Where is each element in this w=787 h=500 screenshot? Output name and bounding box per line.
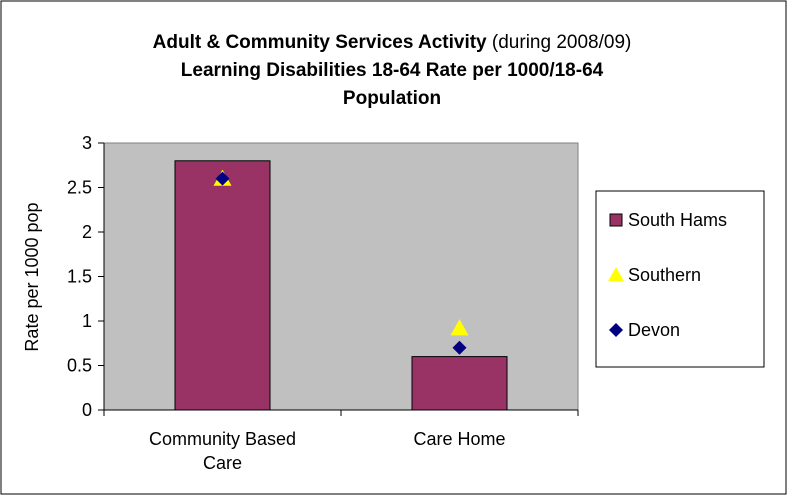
y-tick-label: 2.5 bbox=[67, 178, 92, 198]
legend-swatch-square bbox=[609, 213, 623, 227]
chart-title-period: (during 2008/09) bbox=[487, 32, 632, 53]
axes: 0 0.5 1 1.5 2 2.5 3 Community Based Care Care Hom… bbox=[67, 133, 579, 473]
chart-marks bbox=[174, 160, 508, 411]
legend-entry-label: Devon bbox=[628, 320, 680, 340]
y-tick-label: 2 bbox=[82, 222, 92, 242]
y-tick-label: 1 bbox=[82, 311, 92, 331]
legend-entry-label: Southern bbox=[628, 265, 701, 285]
legend: South Hams Southern Devon bbox=[608, 210, 727, 340]
bar bbox=[411, 356, 508, 411]
x-category-label-line: Care Home bbox=[413, 429, 505, 449]
point-triangle bbox=[450, 319, 469, 336]
y-tick-label: 3 bbox=[82, 133, 92, 153]
x-category-label: Community Based Care bbox=[149, 429, 296, 473]
x-category-label-line: Community Based bbox=[149, 429, 296, 449]
chart-title-line2: Learning Disabilities 18-64 Rate per 100… bbox=[181, 60, 604, 81]
point-diamond bbox=[452, 340, 467, 355]
x-category-label: Care Home bbox=[413, 429, 505, 449]
x-category-label-line: Care bbox=[203, 453, 242, 473]
legend-swatch-triangle bbox=[608, 267, 624, 282]
y-tick-label: 0 bbox=[82, 400, 92, 420]
y-tick-label: 0.5 bbox=[67, 356, 92, 376]
y-axis-label: Rate per 1000 pop bbox=[22, 202, 42, 351]
chart-title-line1: Adult & Community Services Activity (dur… bbox=[153, 32, 632, 53]
legend-swatch-diamond bbox=[609, 323, 623, 337]
legend-entry-label: South Hams bbox=[628, 210, 727, 230]
legend-box bbox=[595, 190, 765, 368]
chart-title-line3: Population bbox=[343, 88, 441, 109]
y-tick-label: 1.5 bbox=[67, 267, 92, 287]
point-diamond bbox=[215, 171, 230, 186]
bar bbox=[174, 160, 271, 411]
chart-title-bold: Adult & Community Services Activity bbox=[153, 32, 487, 53]
